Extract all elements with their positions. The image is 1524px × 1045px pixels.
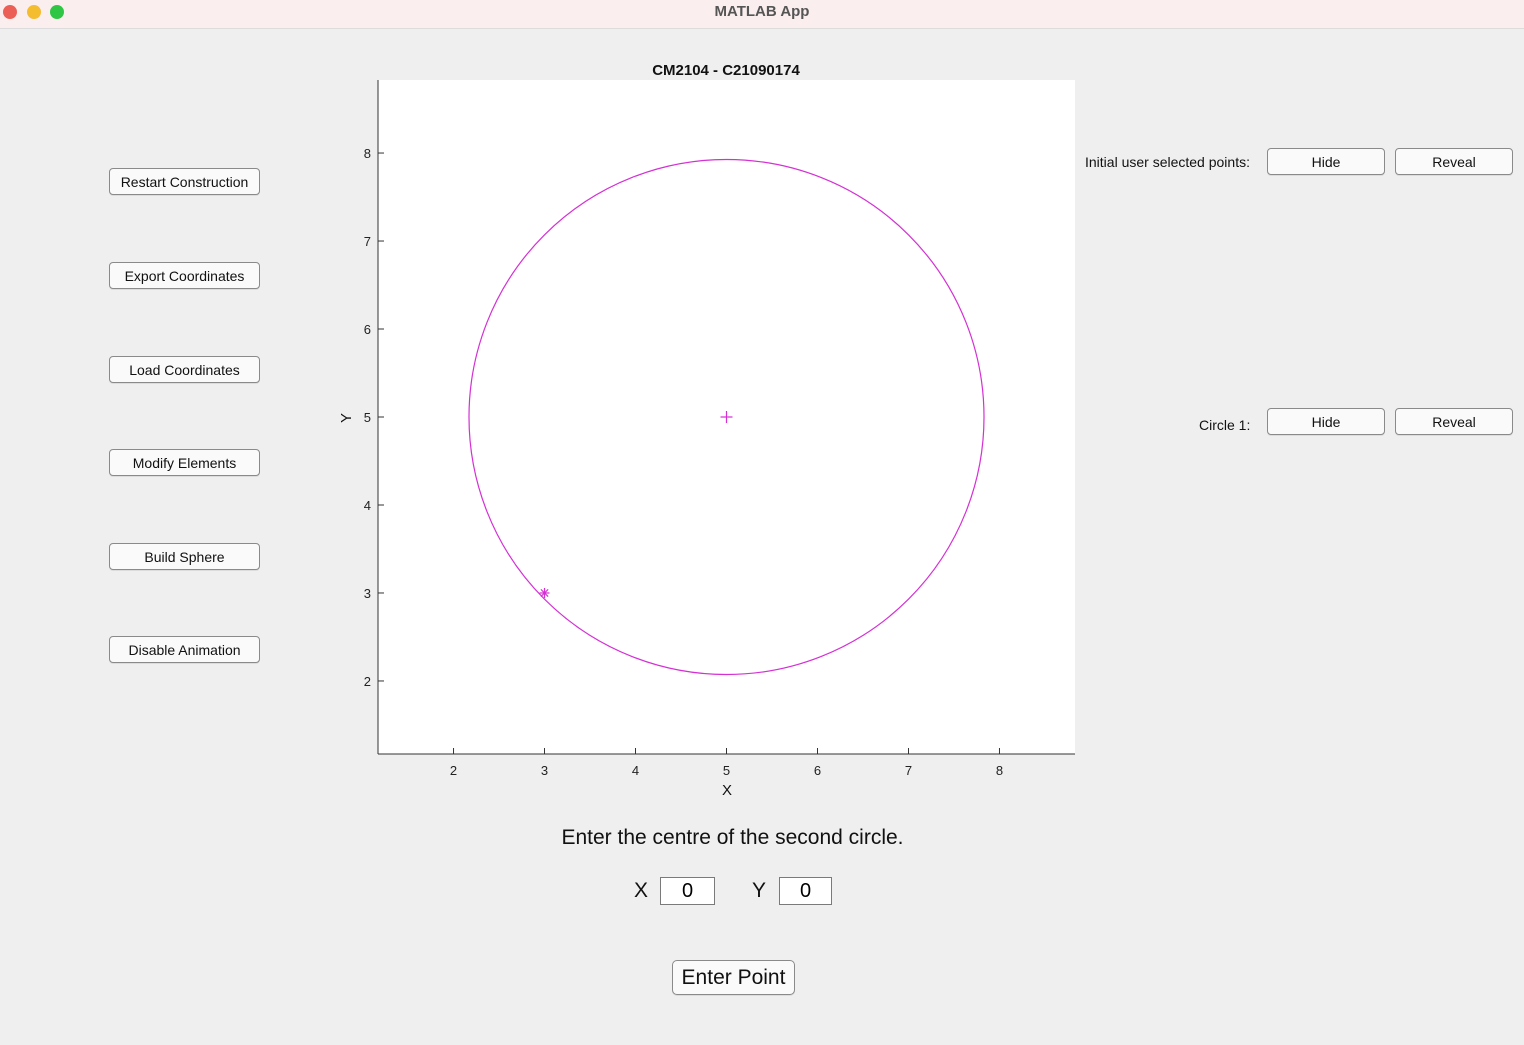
y-tick-label: 2 [364, 674, 371, 689]
y-tick-label: 8 [364, 146, 371, 161]
y-tick-label: 6 [364, 322, 371, 337]
reveal-initial-points-button[interactable]: Reveal [1395, 148, 1513, 175]
y-field-label: Y [752, 879, 767, 902]
close-window-icon[interactable] [3, 5, 17, 19]
initial-points-label: Initial user selected points: [1085, 154, 1250, 170]
x-tick-label: 5 [723, 763, 730, 778]
x-ticks: 2 3 4 5 6 7 8 [450, 748, 1003, 778]
circle1-label: Circle 1: [1199, 417, 1251, 433]
circle-1 [468, 158, 985, 676]
x-tick-label: 8 [996, 763, 1003, 778]
x-tick-label: 2 [450, 763, 457, 778]
y-ticks: 2 3 4 5 6 7 8 [364, 146, 384, 689]
instruction-prompt: Enter the centre of the second circle. [561, 826, 904, 849]
hide-initial-points-button[interactable]: Hide [1267, 148, 1385, 175]
window-title: MATLAB App [714, 3, 810, 20]
x-coordinate-input[interactable] [660, 877, 715, 905]
modify-elements-button[interactable]: Modify Elements [109, 449, 260, 476]
construction-plot[interactable]: 2 3 4 5 6 7 8 2 3 4 5 6 7 8 CM2104 - C21090174 X Y [0, 0, 1524, 820]
reveal-circle1-button[interactable]: Reveal [1395, 408, 1513, 435]
enter-point-button[interactable]: Enter Point [672, 960, 795, 995]
y-tick-label: 4 [364, 498, 371, 513]
load-coordinates-button[interactable]: Load Coordinates [109, 356, 260, 383]
build-sphere-button[interactable]: Build Sphere [109, 543, 260, 570]
selected-point-marker [539, 587, 550, 598]
maximize-window-icon[interactable] [50, 5, 64, 19]
y-coordinate-input[interactable] [779, 877, 832, 905]
asterisk-stroke [540, 588, 549, 598]
title-bar: MATLAB App [0, 0, 1524, 29]
plot-title: CM2104 - C21090174 [652, 62, 800, 79]
disable-animation-button[interactable]: Disable Animation [109, 636, 260, 663]
x-tick-label: 6 [814, 763, 821, 778]
circle-center-marker [720, 411, 733, 423]
y-axis-label: Y [338, 413, 355, 423]
hide-circle1-button[interactable]: Hide [1267, 408, 1385, 435]
x-tick-label: 3 [541, 763, 548, 778]
minimize-window-icon[interactable] [27, 5, 41, 19]
y-tick-label: 7 [364, 234, 371, 249]
x-tick-label: 4 [632, 763, 639, 778]
x-field-label: X [634, 879, 649, 902]
y-tick-label: 3 [364, 586, 371, 601]
restart-construction-button[interactable]: Restart Construction [109, 168, 260, 195]
export-coordinates-button[interactable]: Export Coordinates [109, 262, 260, 289]
y-tick-label: 5 [364, 410, 371, 425]
x-axis-label: X [722, 782, 732, 799]
x-tick-label: 7 [905, 763, 912, 778]
